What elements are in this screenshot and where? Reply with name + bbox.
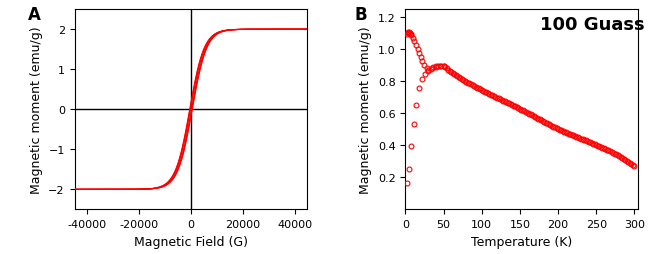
Text: A: A [28, 6, 41, 24]
X-axis label: Temperature (K): Temperature (K) [471, 235, 572, 248]
Text: 100 Guass: 100 Guass [540, 16, 645, 34]
X-axis label: Magnetic Field (G): Magnetic Field (G) [134, 235, 248, 248]
Y-axis label: Magnetic moment (emu/g): Magnetic moment (emu/g) [359, 26, 373, 193]
Text: B: B [354, 6, 367, 24]
Y-axis label: Magnetic moment (emu/g): Magnetic moment (emu/g) [30, 26, 43, 193]
